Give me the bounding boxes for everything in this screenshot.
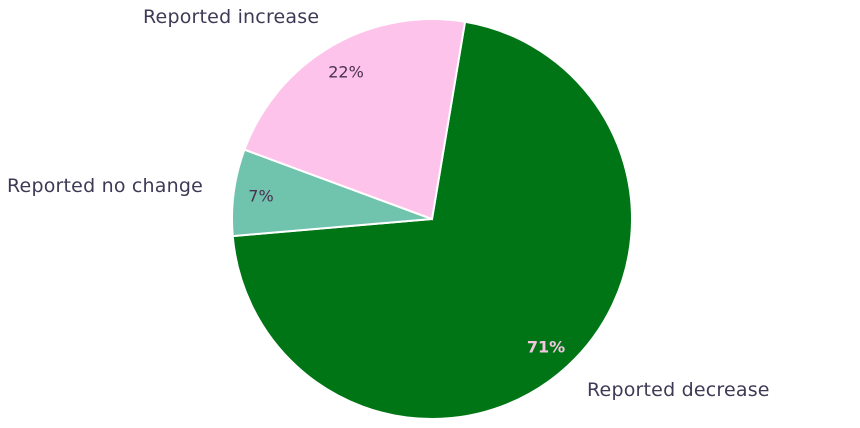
pie-slice-reported-decrease [231, 20, 633, 420]
label-reported-increase: Reported increase [143, 6, 320, 28]
label-reported-no-change: Reported no change [7, 175, 204, 197]
pie-slice-reported-increase [243, 18, 467, 221]
pct-decrease: 71% [526, 337, 566, 357]
pct-increase: 22% [328, 62, 364, 82]
pct-no-change: 7% [248, 186, 274, 206]
label-reported-decrease: Reported decrease [587, 379, 770, 401]
